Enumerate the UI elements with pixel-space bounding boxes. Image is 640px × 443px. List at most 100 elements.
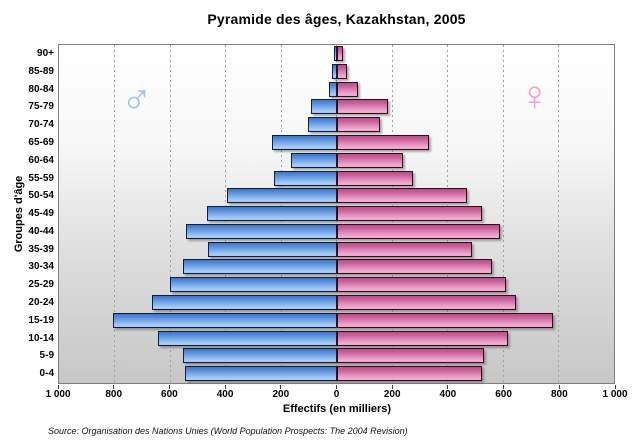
age-group-label: 90+: [37, 48, 54, 59]
x-axis-tick-label: 200: [272, 389, 290, 400]
x-axis-title: Effectifs (en milliers): [282, 403, 392, 415]
age-group-label: 75-79: [28, 101, 54, 113]
female-bar-10-14: [336, 330, 509, 346]
plot-area: ♂ ♀: [58, 44, 615, 384]
x-axis-tick-label: 1 000: [45, 389, 71, 400]
female-bar-55-59: [336, 170, 414, 186]
gridline: [502, 45, 504, 383]
x-axis-tick: [280, 385, 282, 389]
pyramid-row: [59, 134, 614, 152]
gridline: [114, 45, 115, 383]
female-bar-40-44: [336, 223, 501, 239]
age-group-label: 40-44: [28, 225, 54, 237]
x-axis-tick-label: 200: [383, 389, 401, 400]
x-axis-tick-label: 400: [439, 389, 457, 400]
male-bar-70-74: [308, 117, 337, 133]
pyramid-row: [59, 63, 614, 81]
x-axis-tick: [57, 385, 59, 389]
pyramid-row: [59, 152, 614, 170]
source-note: Source: Organisation des Nations Unies (…: [48, 426, 408, 436]
male-bar-15-19: [112, 312, 337, 328]
male-bar-10-14: [158, 330, 337, 346]
female-bar-25-29: [336, 277, 506, 293]
pyramid-row: [59, 347, 614, 365]
male-symbol-icon: ♂: [121, 74, 153, 121]
age-group-label: 30-34: [28, 261, 54, 273]
x-axis-tick-label: 600: [495, 389, 512, 400]
female-symbol-icon: ♀: [519, 72, 551, 119]
pyramid-row: [59, 258, 614, 276]
male-bar-75-79: [311, 99, 337, 115]
female-bar-90+: [336, 46, 343, 61]
female-bar-5-9: [336, 348, 485, 364]
age-group-label: 45-49: [28, 208, 54, 220]
x-axis-tick-label: 800: [105, 389, 123, 400]
age-group-label: 25-29: [28, 279, 54, 291]
pyramid-row: [59, 365, 614, 383]
pyramid-row: [59, 241, 614, 259]
x-axis-tick: [336, 385, 337, 389]
male-bar-30-34: [182, 259, 337, 275]
pyramid-row: [59, 294, 614, 312]
female-bar-50-54: [336, 188, 468, 204]
age-group-label: 5-9: [39, 350, 54, 362]
male-bar-5-9: [183, 348, 337, 364]
female-bar-70-74: [336, 117, 380, 133]
x-axis-tick: [224, 385, 226, 389]
x-axis-tick: [168, 385, 170, 389]
age-group-label: 10-14: [28, 332, 54, 344]
female-bar-15-19: [336, 312, 554, 328]
male-bar-20-24: [151, 295, 337, 311]
pyramid-row: [59, 312, 614, 330]
female-bar-65-69: [336, 134, 430, 150]
female-bar-45-49: [336, 206, 483, 222]
x-axis-tick: [558, 385, 560, 389]
pyramid-row: [59, 330, 614, 348]
female-bar-30-34: [336, 259, 493, 275]
male-bar-25-29: [170, 277, 337, 293]
pyramid-row: [59, 81, 614, 99]
female-bar-60-64: [336, 152, 403, 168]
male-bar-90+: [334, 46, 337, 61]
male-bar-55-59: [273, 170, 337, 186]
male-bar-0-4: [185, 366, 337, 382]
age-group-label: 65-69: [28, 136, 54, 148]
age-group-label: 70-74: [28, 119, 54, 131]
x-axis-tick-label: 400: [216, 389, 234, 400]
male-bar-60-64: [290, 152, 337, 168]
female-bar-35-39: [336, 241, 472, 257]
pyramid-row: [59, 187, 614, 205]
male-bar-65-69: [271, 134, 337, 150]
pyramid-row: [59, 116, 614, 134]
x-axis-tick: [447, 385, 449, 389]
male-bar-80-84: [328, 81, 337, 97]
pyramid-row: [59, 45, 614, 63]
age-group-label: 35-39: [28, 243, 54, 255]
x-axis-tick: [391, 385, 393, 389]
male-bar-35-39: [208, 241, 337, 257]
age-group-label: 15-19: [28, 314, 54, 326]
gridline: [558, 45, 559, 383]
chart-title: Pyramide des âges, Kazakhstan, 2005: [207, 11, 466, 27]
x-axis-tick: [113, 385, 115, 389]
male-bar-85-89: [332, 63, 337, 79]
pyramid-row: [59, 205, 614, 223]
age-group-label: 20-24: [28, 297, 54, 309]
age-group-label: 60-64: [28, 154, 54, 166]
pyramid-row: [59, 276, 614, 294]
x-axis-tick-label: 600: [161, 389, 178, 400]
female-bar-0-4: [336, 366, 482, 382]
x-axis-tick-label: 800: [550, 389, 568, 400]
age-group-label: 0-4: [39, 368, 54, 380]
male-bar-40-44: [185, 223, 337, 239]
pyramid-row: [59, 223, 614, 241]
age-group-label: 85-89: [28, 65, 54, 77]
x-axis-tick-label: 1 000: [602, 389, 628, 400]
x-axis-tick: [503, 385, 505, 389]
age-group-label: 50-54: [28, 190, 54, 202]
x-axis-tick: [614, 385, 616, 389]
pyramid-row: [59, 98, 614, 116]
female-bar-80-84: [336, 81, 358, 97]
male-bar-45-49: [206, 206, 337, 222]
